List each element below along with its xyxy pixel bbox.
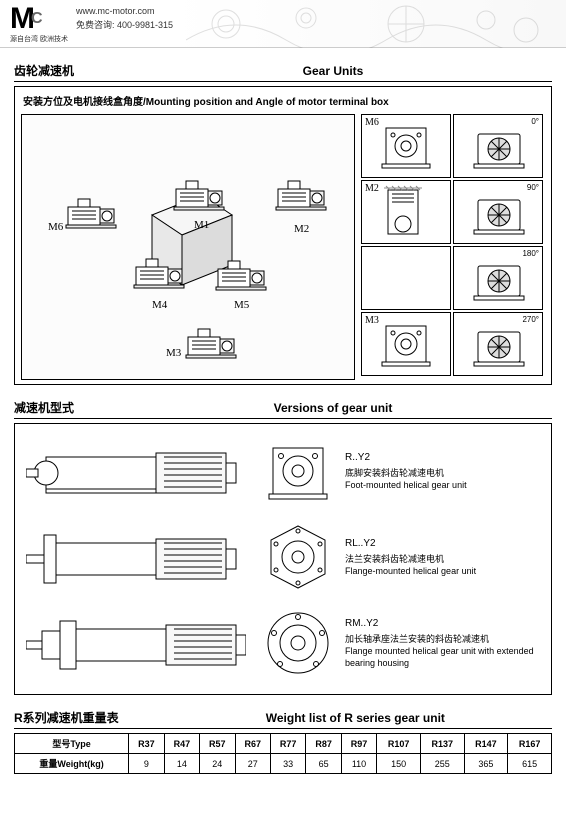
weight-col-header: 型号Type [15,734,129,754]
angle-label: 270° [522,315,539,324]
motor-label: M1 [194,219,209,231]
angle-label: 180° [522,249,539,258]
section3-title-en: Weight list of R series gear unit [159,711,552,725]
logo-subtitle: 源自台湾 欧洲技术 [10,34,68,44]
grid-cell-right: 270° [453,312,543,376]
version-text: RL..Y2 法兰安装斜齿轮减速电机 Flange-mounted helica… [345,537,545,577]
weight-col: R107 [377,734,421,754]
grid-cell-left [361,246,451,310]
version-code: RM..Y2 [345,617,545,631]
section2-title-row: 减速机型式 Versions of gear unit [14,399,552,419]
weight-cell: 24 [200,754,235,774]
isometric-area: M6 M1 M2 M4 M5 M3 [21,114,355,380]
motor-position-M1: M1 [170,173,230,217]
grid-cell-right: 90° [453,180,543,244]
cell-label: M6 [365,117,379,128]
weight-col: R77 [270,734,305,754]
weight-col: R47 [164,734,199,754]
logo: M C [10,4,43,34]
weight-col: R67 [235,734,270,754]
versions-panel: R..Y2 底脚安装斜齿轮减速电机 Foot-mounted helical g… [14,423,552,695]
section3-title-cn: R系列减速机重量表 [14,709,119,726]
motor-label: M6 [48,221,63,233]
section1-title-cn: 齿轮减速机 [14,62,74,79]
weight-cell: 110 [341,754,376,774]
version-code: R..Y2 [345,451,545,465]
grid-cell-left: M6 [361,114,451,178]
motor-label: M4 [152,299,167,311]
weight-cell: 150 [377,754,421,774]
grid-cell-right: 0° [453,114,543,178]
weight-cell: 14 [164,754,199,774]
version-row: RM..Y2 加长轴承座法兰安装的斜齿轮减速机 Flange mounted h… [21,602,545,684]
weight-col: R97 [341,734,376,754]
angle-label: 0° [531,117,539,126]
weight-cell: 255 [420,754,464,774]
version-desc-en: Foot-mounted helical gear unit [345,479,545,491]
weight-col: R167 [508,734,552,754]
grid-cell-right: 180° [453,246,543,310]
version-desc-cn: 法兰安装斜齿轮减速电机 [345,553,545,565]
section2-title-cn: 减速机型式 [14,399,74,416]
cell-label: M2 [365,183,379,194]
section1-title-row: 齿轮减速机 Gear Units [14,62,552,82]
mounting-panel-body: M6 M1 M2 M4 M5 M3 M6 0° M2 90° 180° M3 270° [15,114,551,384]
motor-label: M2 [294,223,309,235]
motor-position-M6: M6 [62,191,122,235]
header-phone: 免费咨询: 400-9981-315 [76,18,173,31]
version-row: R..Y2 底脚安装斜齿轮减速电机 Foot-mounted helical g… [21,430,545,512]
version-row: RL..Y2 法兰安装斜齿轮减速电机 Flange-mounted helica… [21,516,545,598]
version-text: RM..Y2 加长轴承座法兰安装的斜齿轮减速机 Flange mounted h… [345,617,545,669]
weight-table: 型号TypeR37R47R57R67R77R87R97R107R137R147R… [14,733,552,774]
version-side-view [21,518,251,596]
weight-cell: 9 [129,754,164,774]
grid-cell-left: M3 [361,312,451,376]
weight-cell: 615 [508,754,552,774]
motor-position-M3: M3 [182,321,242,365]
section1-title-en: Gear Units [114,64,552,78]
mounting-panel-title: 安装方位及电机接线盒角度/Mounting position and Angle… [15,87,551,114]
version-desc-en: Flange mounted helical gear unit with ex… [345,645,545,669]
version-code: RL..Y2 [345,537,545,551]
grid-cell-left: M2 [361,180,451,244]
section2-title-en: Versions of gear unit [114,401,552,415]
motor-position-M2: M2 [272,173,332,217]
weight-col: R137 [420,734,464,754]
logo-suffix: C [31,10,43,28]
version-side-view [21,432,251,510]
weight-cell: 65 [306,754,341,774]
weight-col: R37 [129,734,164,754]
weight-col: R57 [200,734,235,754]
header-decoration [186,0,566,48]
weight-row-header: 重量Weight(kg) [15,754,129,774]
motor-label: M3 [166,347,181,359]
version-side-view [21,604,251,682]
header-url: www.mc-motor.com [76,6,155,16]
angle-grid: M6 0° M2 90° 180° M3 270° [361,114,545,380]
weight-cell: 365 [464,754,508,774]
motor-position-M4: M4 [130,251,190,295]
cell-label: M3 [365,315,379,326]
section3-title-row: R系列减速机重量表 Weight list of R series gear u… [14,709,552,729]
logo-main: M [10,4,33,34]
version-desc-cn: 加长轴承座法兰安装的斜齿轮减速机 [345,633,545,645]
weight-col: R147 [464,734,508,754]
version-desc-cn: 底脚安装斜齿轮减速电机 [345,467,545,479]
motor-label: M5 [234,299,249,311]
mounting-panel: 安装方位及电机接线盒角度/Mounting position and Angle… [14,86,552,385]
version-desc-en: Flange-mounted helical gear unit [345,565,545,577]
motor-position-M5: M5 [212,253,272,297]
weight-cell: 33 [270,754,305,774]
weight-col: R87 [306,734,341,754]
weight-cell: 27 [235,754,270,774]
page-header: M C 源自台湾 欧洲技术 www.mc-motor.com 免费咨询: 400… [0,0,566,48]
version-front-view [259,604,337,682]
version-text: R..Y2 底脚安装斜齿轮减速电机 Foot-mounted helical g… [345,451,545,491]
version-front-view [259,432,337,510]
angle-label: 90° [527,183,539,192]
version-front-view [259,518,337,596]
